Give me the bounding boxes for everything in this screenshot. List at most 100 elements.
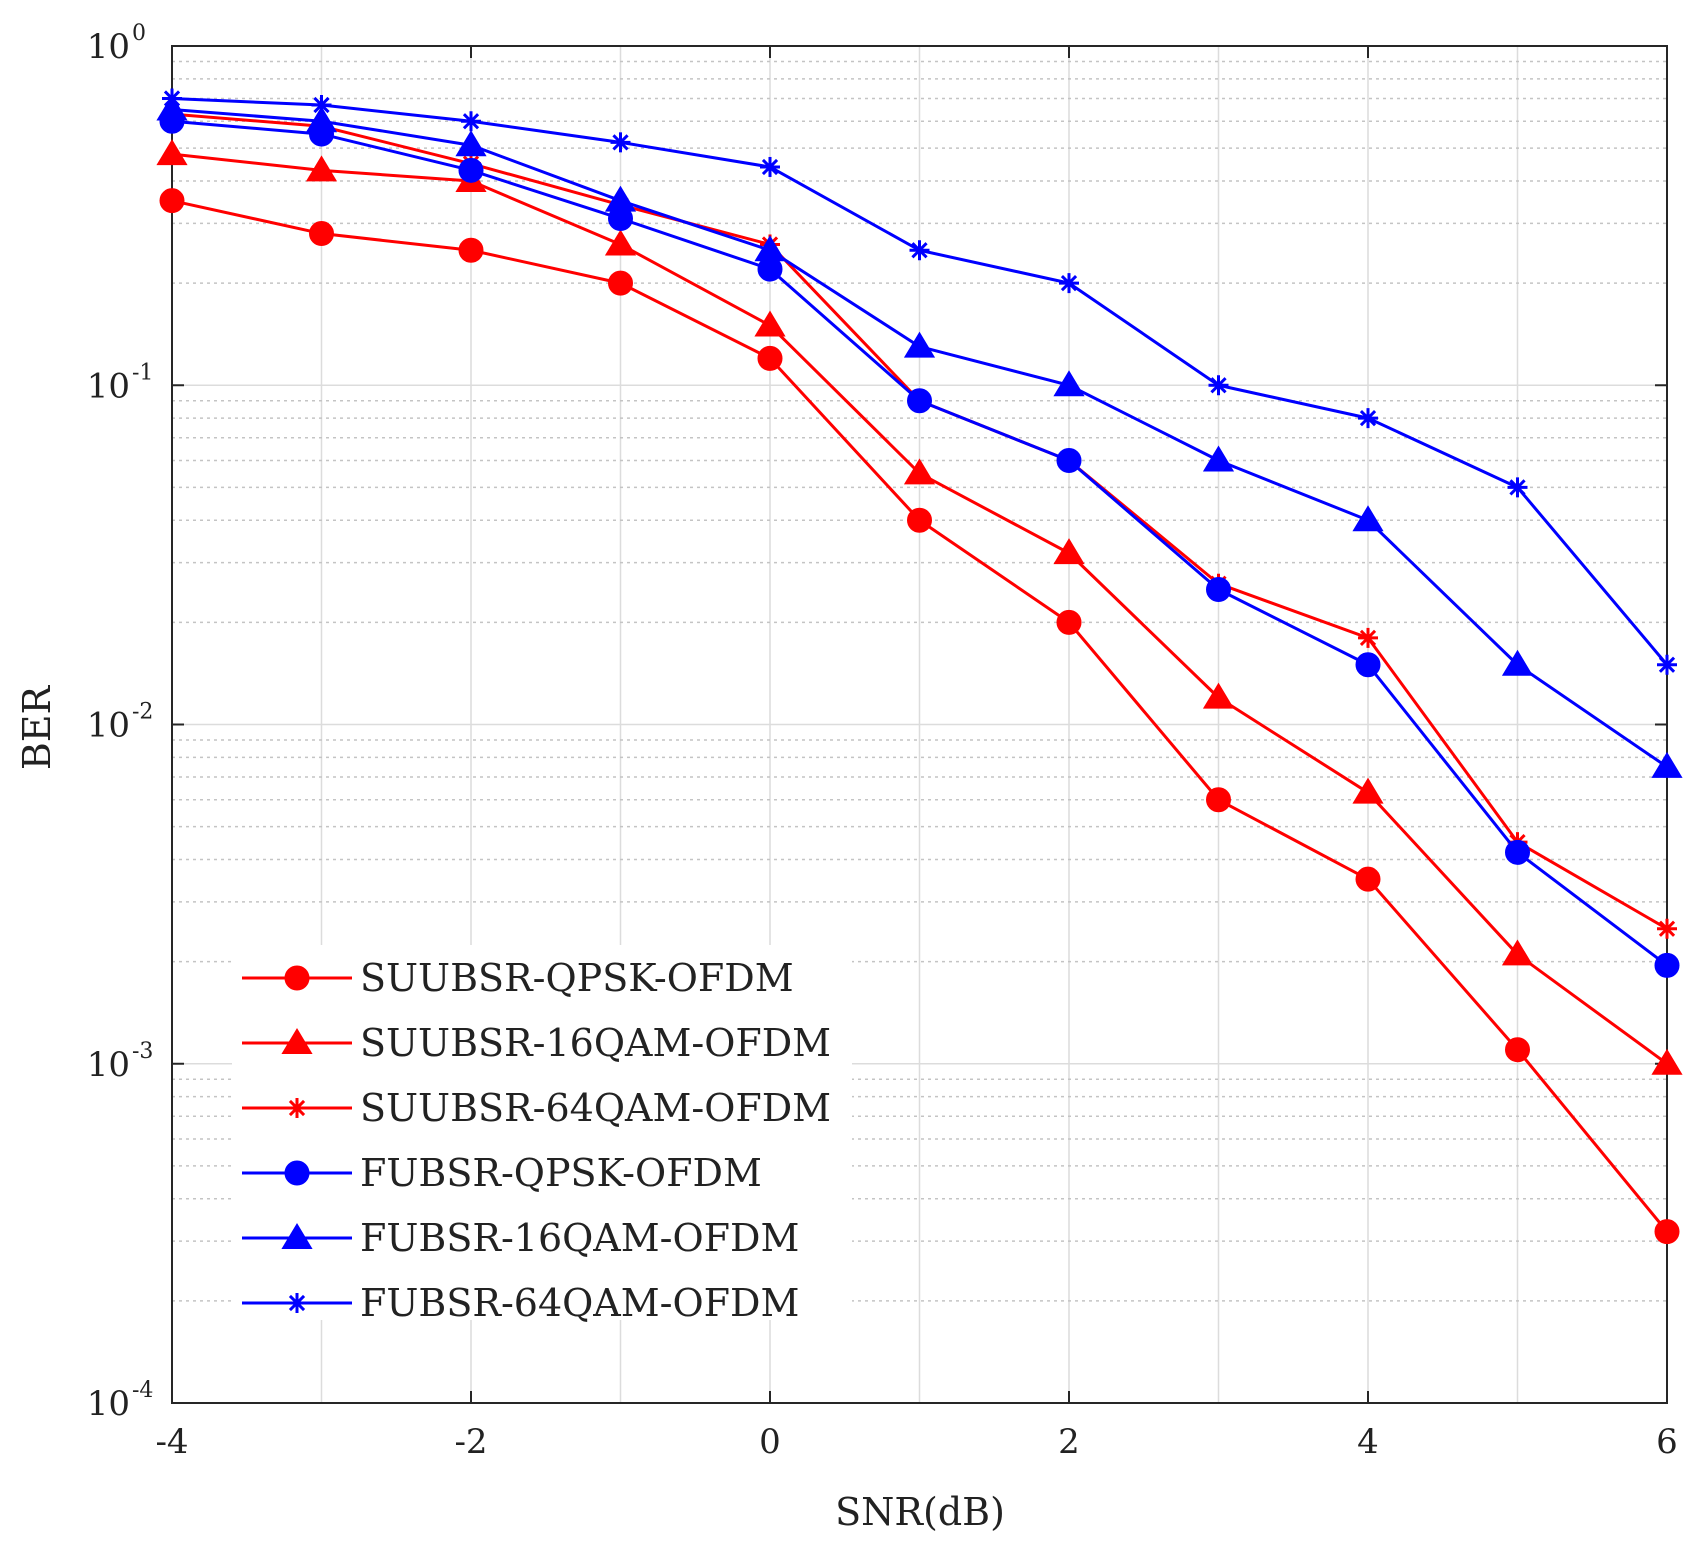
x-tick-label: -4 <box>155 1422 188 1462</box>
data-point <box>1358 627 1378 648</box>
data-point-stroke <box>1210 377 1227 394</box>
data-point <box>1657 918 1677 939</box>
data-point <box>159 188 185 214</box>
legend-label: SUUBSR-QPSK-OFDM <box>360 956 794 1000</box>
data-point <box>754 310 786 337</box>
legend-entry: FUBSR-QPSK-OFDM <box>242 1151 762 1195</box>
legend-label: FUBSR-64QAM-OFDM <box>360 1281 799 1325</box>
data-point <box>1352 505 1384 532</box>
data-point <box>1352 777 1384 804</box>
y-tick-label: 10 <box>87 27 130 67</box>
x-tick-label: -2 <box>454 1422 487 1462</box>
data-point <box>604 185 637 212</box>
x-tick-label: 0 <box>759 1422 781 1462</box>
data-point <box>1651 751 1683 778</box>
data-point <box>461 111 481 132</box>
data-point-stroke <box>1658 656 1676 673</box>
y-tick-exponent: -3 <box>132 1039 153 1064</box>
data-point-stroke <box>612 134 629 151</box>
legend-entry: SUUBSR-64QAM-OFDM <box>242 1086 831 1130</box>
data-point <box>1501 649 1534 676</box>
data-point <box>903 458 936 485</box>
x-tick-label: 6 <box>1656 1422 1678 1462</box>
legend-label: FUBSR-16QAM-OFDM <box>360 1216 799 1260</box>
data-point <box>1654 1219 1680 1245</box>
legend-marker <box>284 1160 310 1186</box>
legend-marker <box>287 1098 307 1118</box>
data-point <box>1202 682 1235 709</box>
data-point <box>1208 375 1229 396</box>
y-tick-label: 10 <box>87 1384 130 1424</box>
series-FUBSR-QPSK-OFDM <box>159 108 1680 978</box>
legend-entry: SUUBSR-QPSK-OFDM <box>242 956 794 1000</box>
data-point-stroke <box>1359 629 1377 647</box>
y-tick-exponent: 0 <box>132 21 146 46</box>
legend: SUUBSR-QPSK-OFDM SUUBSR-16QAM-OFDM SUUBSR-… <box>232 945 852 1325</box>
legend-marker <box>284 965 310 991</box>
data-point <box>156 139 188 166</box>
legend-entry: FUBSR-64QAM-OFDM <box>242 1281 799 1325</box>
data-point <box>1651 1048 1683 1075</box>
data-point <box>162 88 182 109</box>
data-point <box>458 157 484 183</box>
data-point <box>757 345 783 371</box>
data-point <box>1059 273 1079 294</box>
data-point <box>754 235 786 262</box>
data-point <box>455 130 487 157</box>
x-tick-label: 2 <box>1058 1422 1080 1462</box>
data-point <box>1202 445 1235 472</box>
y-tick-label: 10 <box>87 1045 130 1085</box>
data-point <box>1358 408 1378 429</box>
data-point <box>458 237 484 263</box>
data-point <box>610 132 631 153</box>
x-tick-label: 4 <box>1357 1422 1379 1462</box>
legend-entry: SUUBSR-16QAM-OFDM <box>242 1021 831 1065</box>
data-point <box>907 507 932 533</box>
legend-marker-stroke <box>288 1294 306 1312</box>
data-point <box>1206 576 1231 602</box>
data-point <box>1657 654 1677 675</box>
data-point-stroke <box>1060 274 1078 292</box>
legend-marker <box>281 1223 313 1249</box>
x-axis-label: SNR(dB) <box>835 1490 1005 1534</box>
data-point-stroke <box>313 96 330 114</box>
y-tick-exponent: -1 <box>132 360 153 385</box>
data-point <box>909 240 930 261</box>
legend-label: FUBSR-QPSK-OFDM <box>360 1151 762 1195</box>
data-point <box>608 270 633 296</box>
legend-entry: FUBSR-16QAM-OFDM <box>242 1216 799 1260</box>
data-point <box>311 95 332 116</box>
data-point <box>1355 866 1381 892</box>
y-tick-exponent: -2 <box>132 700 153 725</box>
data-point-stroke <box>163 90 181 107</box>
legend-marker <box>281 1028 313 1054</box>
data-point-stroke <box>1509 479 1526 496</box>
legend-marker <box>287 1293 307 1313</box>
data-point <box>1053 538 1085 565</box>
data-point <box>1505 1037 1530 1063</box>
series-SUUBSR-16QAM-OFDM <box>156 139 1683 1075</box>
series-SUUBSR-QPSK-OFDM <box>159 188 1680 1245</box>
legend-marker-stroke <box>288 1099 306 1117</box>
data-point <box>305 155 338 182</box>
y-tick-label: 10 <box>87 706 130 746</box>
data-point <box>1355 652 1381 678</box>
series-FUBSR-16QAM-OFDM <box>156 94 1683 778</box>
y-axis-label: BER <box>15 684 59 770</box>
data-point <box>1053 370 1085 397</box>
data-point <box>1056 448 1082 474</box>
data-point-stroke <box>1658 920 1676 937</box>
data-point <box>1206 787 1231 813</box>
data-point-stroke <box>462 113 480 130</box>
data-point <box>604 229 637 256</box>
y-tick-label: 10 <box>87 366 130 406</box>
data-point-stroke <box>1359 409 1377 427</box>
y-tick-exponent: -4 <box>132 1378 153 1403</box>
legend-label: SUUBSR-64QAM-OFDM <box>360 1086 831 1130</box>
legend-box <box>232 945 852 1320</box>
series-FUBSR-64QAM-OFDM <box>162 88 1677 675</box>
data-point-stroke <box>761 158 779 176</box>
data-point <box>1501 939 1534 966</box>
